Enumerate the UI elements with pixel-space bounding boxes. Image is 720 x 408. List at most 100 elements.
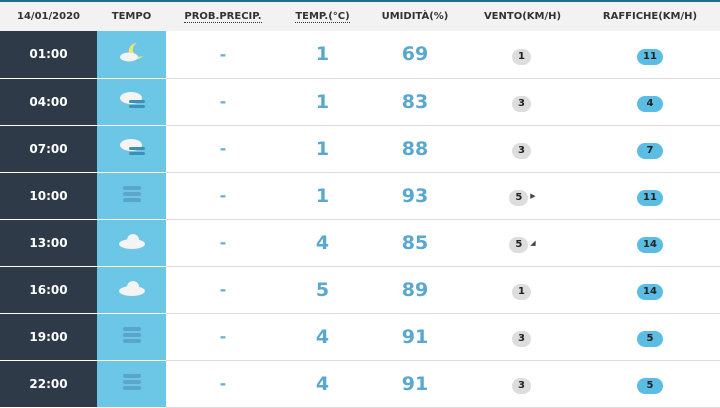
prob-value: -	[219, 374, 227, 393]
time-cell: 07:00	[0, 125, 97, 173]
prob-value: -	[219, 327, 227, 346]
prob-value: -	[219, 280, 227, 299]
prob-cell: -	[166, 172, 280, 220]
vento-cell: 1	[465, 31, 580, 79]
time-cell: 01:00	[0, 31, 97, 79]
prob-value: -	[219, 139, 227, 158]
prob-cell: -	[166, 31, 280, 79]
umid-cell: 91	[365, 360, 465, 408]
header-prob[interactable]: PROB.PRECIP.	[166, 2, 280, 31]
cloud-icon	[117, 233, 147, 255]
temp-value: 4	[315, 231, 330, 254]
umid-cell: 69	[365, 31, 465, 79]
weather-cell	[97, 78, 166, 126]
prob-value: -	[219, 233, 227, 252]
umid-value: 88	[401, 137, 429, 160]
wind-badge: 3	[512, 378, 531, 394]
header-umid: UMIDITÀ(%)	[365, 2, 465, 31]
table-row: 16:00 - 5 89 1 14	[0, 266, 720, 314]
wind-badge: 3	[512, 331, 531, 347]
table-row: 22:00 - 4 91 3 5	[0, 360, 720, 408]
table-row: 10:00 - 1 93 5 ▶ 11	[0, 172, 720, 220]
gust-badge: 14	[637, 237, 663, 253]
gust-badge: 5	[637, 331, 663, 347]
temp-value: 4	[315, 372, 330, 395]
umid-value: 93	[401, 184, 429, 207]
vento-cell: 5 ◢	[465, 219, 580, 267]
time-cell: 10:00	[0, 172, 97, 220]
weather-cell	[97, 219, 166, 267]
gust-badge: 11	[637, 48, 663, 65]
table-row: 13:00 - 4 85 5 ◢ 14	[0, 219, 720, 267]
wind-badge: 5	[509, 237, 529, 253]
weather-cell	[97, 31, 166, 79]
gust-badge: 7	[637, 143, 663, 159]
fog-icon	[120, 373, 144, 396]
temp-cell: 4	[280, 313, 365, 361]
umid-value: 83	[401, 90, 429, 113]
prob-value: -	[219, 92, 227, 111]
umid-cell: 83	[365, 78, 465, 126]
header-row: 14/01/2020 TEMPO PROB.PRECIP. TEMP.(°C) …	[0, 2, 720, 31]
umid-value: 69	[401, 43, 429, 66]
umid-cell: 93	[365, 172, 465, 220]
raffiche-cell: 5	[580, 360, 720, 408]
umid-value: 91	[401, 372, 429, 395]
umid-cell: 89	[365, 266, 465, 314]
raffiche-cell: 14	[580, 219, 720, 267]
gust-badge: 11	[637, 190, 663, 206]
header-vento: VENTO(KM/H)	[465, 2, 580, 31]
wind-badge: 1	[512, 284, 531, 300]
vento-cell: 3	[465, 78, 580, 126]
umid-value: 85	[401, 231, 429, 254]
cloud-fog-icon	[117, 91, 147, 116]
temp-cell: 1	[280, 172, 365, 220]
temp-cell: 1	[280, 78, 365, 126]
vento-cell: 3	[465, 125, 580, 173]
table-row: 07:00 - 1 88 3 7	[0, 125, 720, 173]
umid-value: 91	[401, 325, 429, 348]
time-cell: 22:00	[0, 360, 97, 408]
temp-value: 1	[315, 137, 330, 160]
prob-cell: -	[166, 78, 280, 126]
temp-value: 1	[315, 43, 330, 66]
prob-cell: -	[166, 266, 280, 314]
raffiche-cell: 11	[580, 31, 720, 79]
header-tempo: TEMPO	[97, 2, 166, 31]
time-cell: 13:00	[0, 219, 97, 267]
temp-cell: 4	[280, 360, 365, 408]
weather-cell	[97, 172, 166, 220]
temp-cell: 1	[280, 125, 365, 173]
prob-value: -	[219, 44, 227, 64]
raffiche-cell: 5	[580, 313, 720, 361]
raffiche-cell: 14	[580, 266, 720, 314]
header-date: 14/01/2020	[0, 2, 97, 31]
vento-cell: 3	[465, 360, 580, 408]
top-bar	[0, 0, 720, 2]
umid-cell: 91	[365, 313, 465, 361]
prob-value: -	[219, 186, 227, 205]
raffiche-cell: 7	[580, 125, 720, 173]
prob-cell: -	[166, 125, 280, 173]
fog-icon	[120, 185, 144, 208]
table-row: 19:00 - 4 91 3 5	[0, 313, 720, 361]
wind-direction-icon: ▶	[530, 191, 536, 200]
weather-cell	[97, 125, 166, 173]
temp-cell: 5	[280, 266, 365, 314]
gust-badge: 5	[637, 378, 663, 394]
temp-cell: 4	[280, 219, 365, 267]
prob-cell: -	[166, 313, 280, 361]
vento-cell: 3	[465, 313, 580, 361]
prob-cell: -	[166, 360, 280, 408]
temp-value: 1	[315, 90, 330, 113]
temp-value: 5	[315, 278, 330, 301]
vento-cell: 5 ▶	[465, 172, 580, 220]
wind-badge: 5	[509, 190, 529, 206]
wind-direction-icon: ◢	[530, 238, 536, 247]
header-raffiche: RAFFICHE(KM/H)	[580, 2, 720, 31]
table-row: 04:00 - 1 83 3 4	[0, 78, 720, 126]
temp-cell: 1	[280, 31, 365, 79]
gust-badge: 4	[637, 96, 663, 112]
header-temp[interactable]: TEMP.(°C)	[280, 2, 365, 31]
